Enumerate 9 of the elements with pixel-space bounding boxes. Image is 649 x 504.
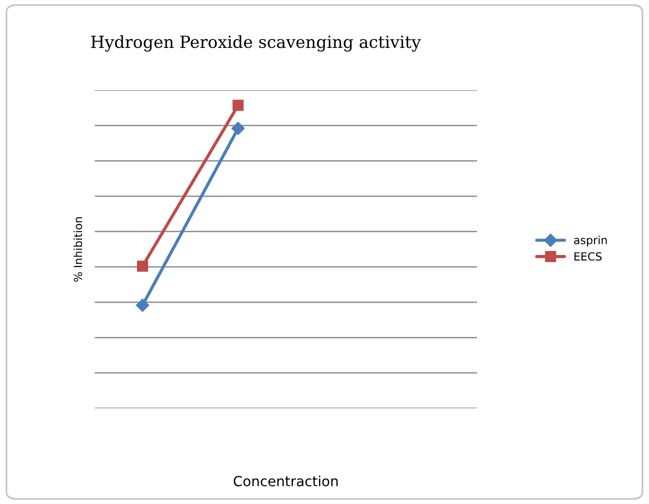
x-axis-title: Concentraction — [234, 476, 338, 486]
point — [136, 298, 150, 312]
chart-title: Hydrogen Peroxide scavenging activity — [91, 35, 421, 52]
y-axis-title: % Inhibition — [74, 217, 82, 282]
point — [136, 260, 148, 272]
point — [232, 122, 245, 135]
legend-label: EECS — [574, 252, 602, 261]
point — [232, 100, 244, 111]
legend-label: asprin — [574, 236, 607, 246]
